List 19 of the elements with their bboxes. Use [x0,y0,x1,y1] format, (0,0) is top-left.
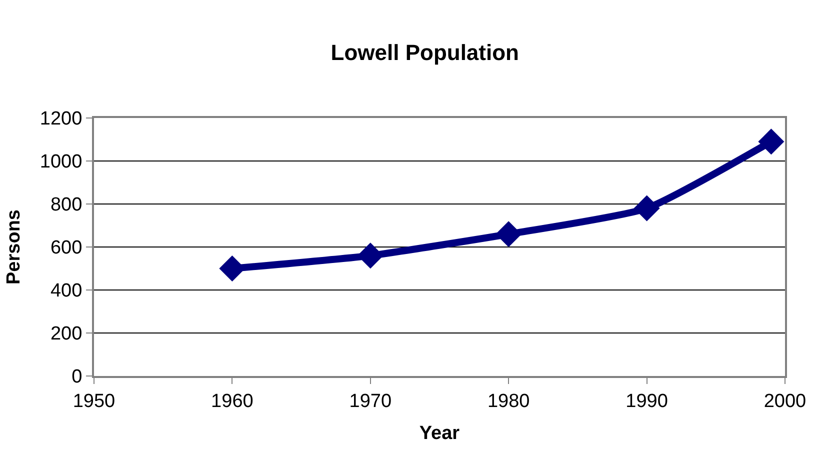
y-tick-label: 1000 [40,152,82,173]
chart-title: Lowell Population [330,40,519,66]
y-axis-title: Persons [3,210,24,284]
y-tick-label: 1200 [40,108,82,130]
y-tick-label: 800 [50,194,82,216]
x-tick-label: 1980 [487,390,530,412]
y-tick-label: 600 [50,238,82,259]
point [496,221,522,248]
x-tick-label: 1990 [626,390,668,412]
point [634,195,660,222]
y-tick-label: 200 [50,324,82,345]
y-tick-label: 400 [50,280,82,302]
point [758,128,784,155]
x-tick-label: 1970 [349,390,392,412]
y-tick-label: 0 [72,366,82,388]
x-axis-title: Year [419,423,460,444]
x-tick-label: 2000 [764,390,806,412]
x-tick-label: 1960 [211,390,254,412]
x-tick-label: 1950 [72,390,116,412]
